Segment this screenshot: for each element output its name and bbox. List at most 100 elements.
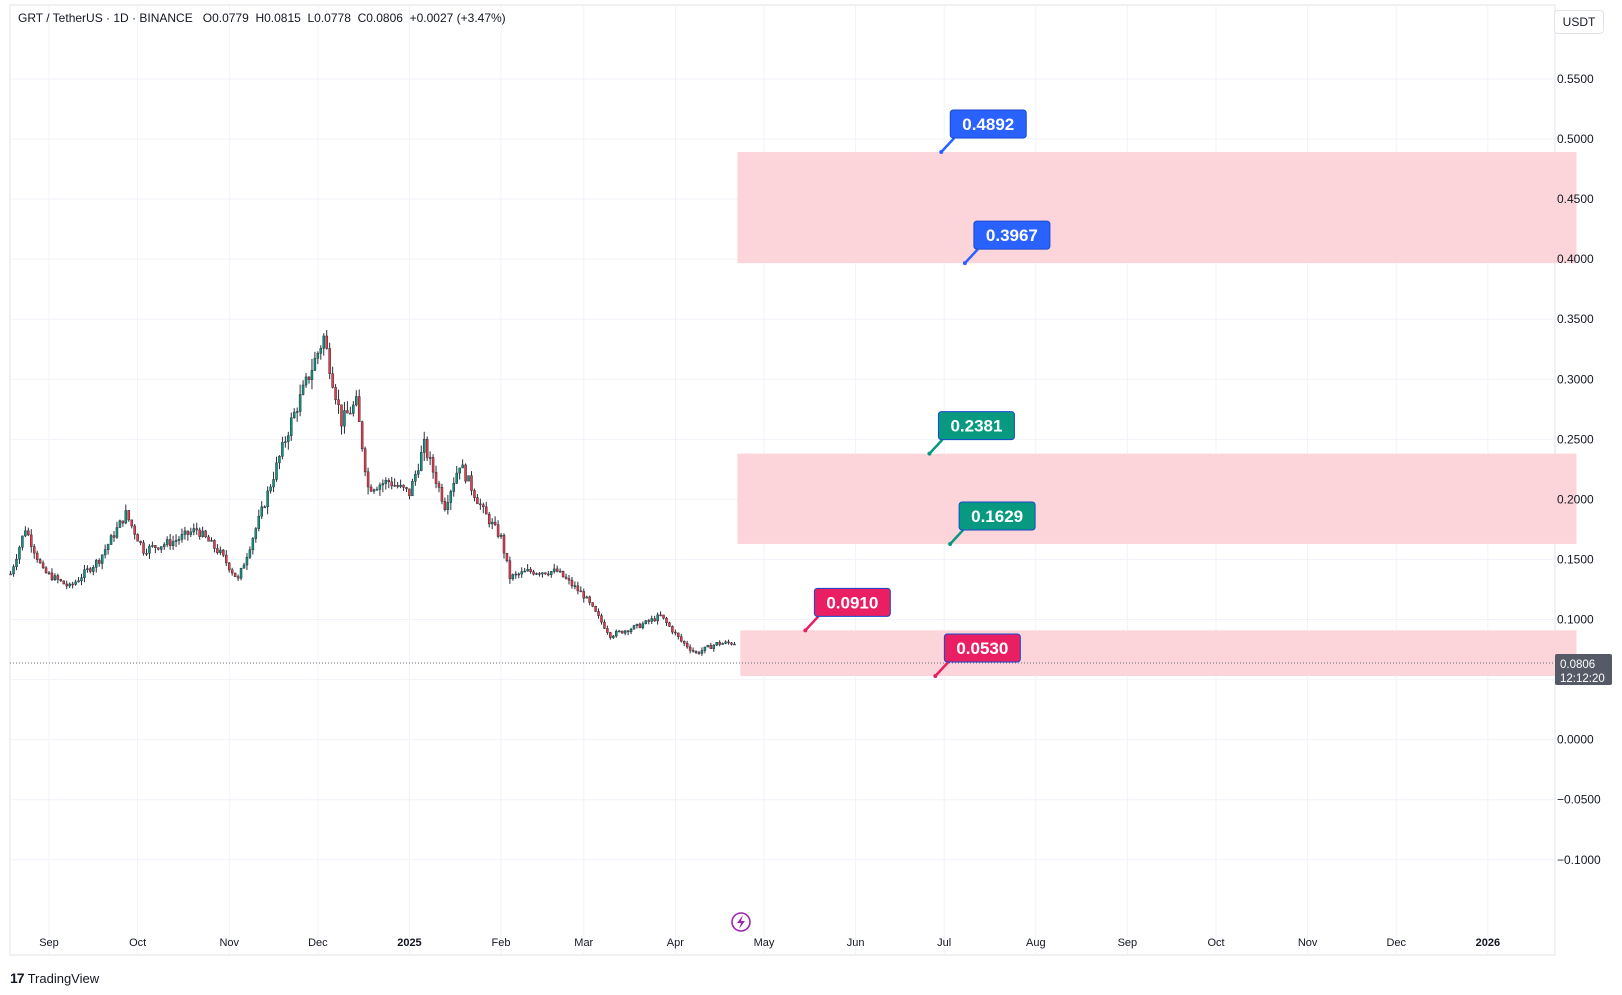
candle [136, 533, 139, 542]
price-level-label[interactable]: 0.4892 [939, 109, 1027, 155]
candle [118, 519, 122, 528]
symbol-info[interactable]: GRT / TetherUS · 1D · BINANCE [18, 11, 193, 25]
candle [629, 627, 633, 635]
y-tick-label: 0.5000 [1557, 132, 1594, 146]
alert-icon[interactable] [731, 912, 751, 932]
candle [287, 431, 290, 450]
candle [573, 581, 577, 590]
candle [650, 615, 653, 624]
candle [77, 576, 80, 583]
candle [576, 581, 580, 595]
supply-zone[interactable] [740, 630, 1577, 676]
candle [697, 650, 701, 655]
legend-change: +0.0027 (+3.47%) [409, 11, 506, 25]
candle [467, 475, 470, 482]
price-level-label[interactable]: 0.1629 [948, 501, 1036, 546]
candle [109, 533, 113, 545]
candle [340, 404, 343, 435]
candle [12, 564, 15, 577]
candle [328, 342, 331, 380]
candle [263, 505, 266, 509]
candle [47, 571, 51, 575]
candle [59, 578, 63, 582]
price-level-label[interactable]: 0.3967 [962, 220, 1051, 266]
candle [154, 545, 157, 554]
candle [112, 531, 116, 542]
candle [659, 611, 662, 617]
x-tick-label: Apr [667, 937, 684, 949]
candle [124, 504, 128, 525]
candle [597, 608, 600, 619]
candle [552, 563, 556, 574]
candle [626, 630, 630, 636]
candle [275, 456, 278, 482]
candle [567, 574, 571, 585]
candle [615, 629, 618, 638]
candle [355, 390, 358, 407]
candle [65, 580, 68, 590]
candle [363, 446, 367, 477]
candle [352, 401, 355, 417]
zones-layer [737, 152, 1577, 676]
label-anchor [962, 261, 967, 266]
price-level-label[interactable]: 0.2381 [927, 411, 1015, 456]
x-tick-label: Jul [937, 937, 951, 949]
candle [360, 420, 364, 452]
candle [508, 556, 512, 584]
y-tick-label: 0.3000 [1557, 372, 1594, 386]
candle [706, 644, 710, 648]
candle [248, 546, 252, 560]
candle [216, 544, 219, 555]
candle [198, 527, 201, 540]
label-text: 0.2381 [950, 417, 1002, 436]
candle [245, 553, 249, 570]
time-axis[interactable]: Sep Oct Nov Dec 2025 Feb Mar Apr May Jun Jul Aug Sep… [39, 937, 1500, 949]
label-anchor [939, 150, 944, 155]
x-tick-label: Dec [1386, 937, 1406, 949]
candle [724, 640, 727, 645]
x-tick-label: Nov [1298, 937, 1318, 949]
price-level-label[interactable]: 0.0910 [803, 587, 891, 633]
candle [384, 477, 388, 490]
candle [620, 630, 624, 634]
candle [157, 547, 160, 551]
candle [145, 548, 148, 556]
candle [160, 546, 163, 553]
candle [644, 619, 648, 625]
candle [473, 488, 476, 502]
candle [192, 523, 196, 536]
y-tick-label: 0.2500 [1557, 432, 1594, 446]
candle [230, 567, 234, 576]
supply-zone[interactable] [737, 453, 1577, 544]
candle [121, 520, 125, 527]
legend-high: H0.0815 [255, 11, 301, 25]
candle [721, 642, 724, 645]
candle [617, 629, 621, 633]
candle [225, 550, 228, 567]
currency-button[interactable]: USDT [1554, 10, 1604, 34]
price-level-label[interactable]: 0.0530 [933, 633, 1021, 678]
tradingview-brand[interactable]: 17 TradingView [10, 970, 99, 986]
candle [369, 484, 373, 492]
candle [366, 467, 370, 495]
candle [544, 572, 547, 575]
candle [709, 642, 713, 649]
candle [532, 569, 535, 576]
candle [56, 573, 60, 584]
candle [27, 527, 30, 537]
candle [641, 621, 645, 630]
candle [485, 501, 488, 515]
candle [38, 558, 42, 564]
candle [92, 565, 95, 576]
candle [727, 639, 730, 645]
supply-zone[interactable] [737, 152, 1577, 264]
candle [694, 650, 698, 655]
candle [357, 389, 361, 423]
candle [691, 647, 695, 653]
candle [177, 536, 181, 545]
label-pointer [940, 137, 956, 153]
candle [375, 486, 379, 491]
candle [440, 483, 444, 505]
label-anchor [803, 628, 808, 633]
